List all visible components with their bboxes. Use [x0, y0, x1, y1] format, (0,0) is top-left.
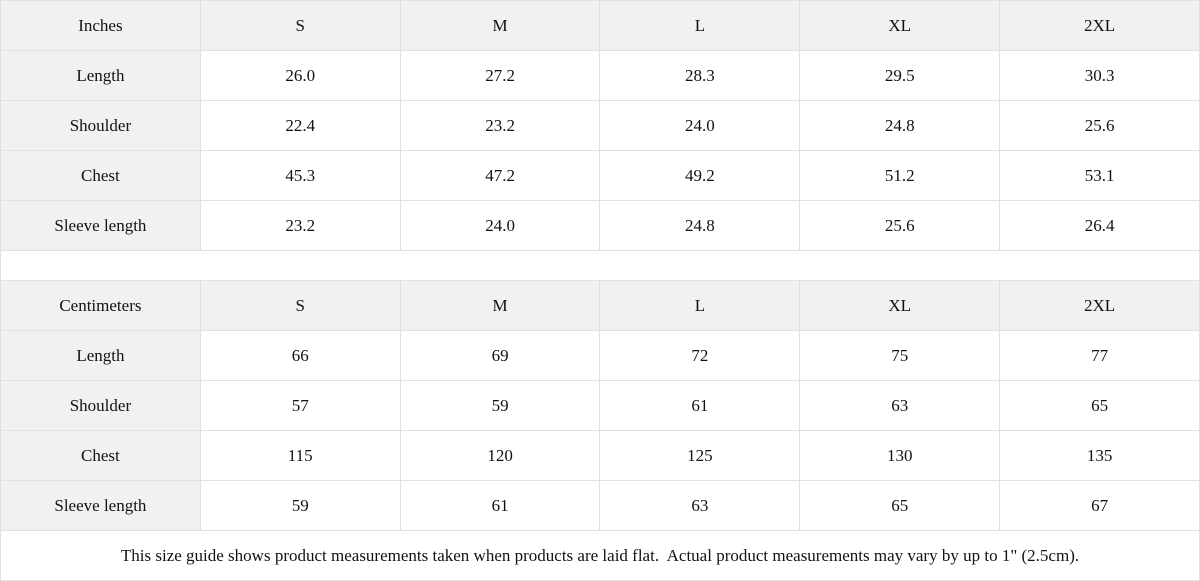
- measurement-cell: 135: [999, 430, 1200, 481]
- measurement-cell: 24.0: [599, 100, 801, 151]
- measurement-cell: 59: [199, 480, 401, 531]
- footnote-row: This size guide shows product measuremen…: [0, 530, 1200, 581]
- measurement-cell: 30.3: [999, 50, 1200, 101]
- measurement-cell: 29.5: [799, 50, 1001, 101]
- measurement-cell: 61: [399, 480, 601, 531]
- inches-shoulder-row: Shoulder 22.4 23.2 24.0 24.8 25.6: [0, 100, 1200, 151]
- measurement-cell: 26.0: [199, 50, 401, 101]
- cm-length-row: Length 66 69 72 75 77: [0, 330, 1200, 381]
- measurement-cell: 130: [799, 430, 1001, 481]
- measurement-cell: 53.1: [999, 150, 1200, 201]
- inches-header-row: Inches S M L XL 2XL: [0, 0, 1200, 51]
- measurement-cell: 65: [799, 480, 1001, 531]
- inches-sleeve-row: Sleeve length 23.2 24.0 24.8 25.6 26.4: [0, 200, 1200, 251]
- measurement-cell: 75: [799, 330, 1001, 381]
- measurement-cell: 57: [199, 380, 401, 431]
- measurement-cell: 69: [399, 330, 601, 381]
- measurement-cell: 23.2: [399, 100, 601, 151]
- measurement-cell: 61: [599, 380, 801, 431]
- measurement-cell: 67: [999, 480, 1200, 531]
- measurement-cell: 72: [599, 330, 801, 381]
- size-col-header-2xl: 2XL: [999, 0, 1200, 51]
- row-label: Length: [0, 330, 201, 381]
- measurement-cell: 59: [399, 380, 601, 431]
- cm-chest-row: Chest 115 120 125 130 135: [0, 430, 1200, 481]
- measurement-cell: 120: [399, 430, 601, 481]
- row-label: Length: [0, 50, 201, 101]
- row-label: Shoulder: [0, 380, 201, 431]
- cm-sleeve-row: Sleeve length 59 61 63 65 67: [0, 480, 1200, 531]
- size-col-header-s: S: [199, 0, 401, 51]
- measurement-cell: 24.8: [799, 100, 1001, 151]
- size-col-header-2xl: 2XL: [999, 280, 1200, 331]
- section-spacer: [0, 250, 1200, 281]
- inches-chest-row: Chest 45.3 47.2 49.2 51.2 53.1: [0, 150, 1200, 201]
- inches-length-row: Length 26.0 27.2 28.3 29.5 30.3: [0, 50, 1200, 101]
- cm-shoulder-row: Shoulder 57 59 61 63 65: [0, 380, 1200, 431]
- measurement-cell: 23.2: [199, 200, 401, 251]
- size-col-header-l: L: [599, 280, 801, 331]
- footnote-text: This size guide shows product measuremen…: [0, 530, 1200, 581]
- size-col-header-xl: XL: [799, 0, 1001, 51]
- centimeters-header-row: Centimeters S M L XL 2XL: [0, 280, 1200, 331]
- measurement-cell: 125: [599, 430, 801, 481]
- size-col-header-l: L: [599, 0, 801, 51]
- measurement-cell: 25.6: [799, 200, 1001, 251]
- row-label: Shoulder: [0, 100, 201, 151]
- measurement-cell: 115: [199, 430, 401, 481]
- measurement-cell: 24.8: [599, 200, 801, 251]
- measurement-cell: 66: [199, 330, 401, 381]
- measurement-cell: 47.2: [399, 150, 601, 201]
- row-label: Sleeve length: [0, 480, 201, 531]
- row-label: Chest: [0, 430, 201, 481]
- size-col-header-xl: XL: [799, 280, 1001, 331]
- measurement-cell: 65: [999, 380, 1200, 431]
- measurement-cell: 77: [999, 330, 1200, 381]
- measurement-cell: 63: [799, 380, 1001, 431]
- size-col-header-m: M: [399, 280, 601, 331]
- row-label: Chest: [0, 150, 201, 201]
- measurement-cell: 51.2: [799, 150, 1001, 201]
- measurement-cell: 45.3: [199, 150, 401, 201]
- measurement-cell: 26.4: [999, 200, 1200, 251]
- measurement-cell: 22.4: [199, 100, 401, 151]
- row-label: Sleeve length: [0, 200, 201, 251]
- section-spacer-row: [0, 250, 1200, 281]
- size-col-header-s: S: [199, 280, 401, 331]
- measurement-cell: 24.0: [399, 200, 601, 251]
- measurement-cell: 25.6: [999, 100, 1200, 151]
- size-col-header-m: M: [399, 0, 601, 51]
- measurement-cell: 28.3: [599, 50, 801, 101]
- unit-header-centimeters: Centimeters: [0, 280, 201, 331]
- measurement-cell: 27.2: [399, 50, 601, 101]
- measurement-cell: 63: [599, 480, 801, 531]
- unit-header-inches: Inches: [0, 0, 201, 51]
- measurement-cell: 49.2: [599, 150, 801, 201]
